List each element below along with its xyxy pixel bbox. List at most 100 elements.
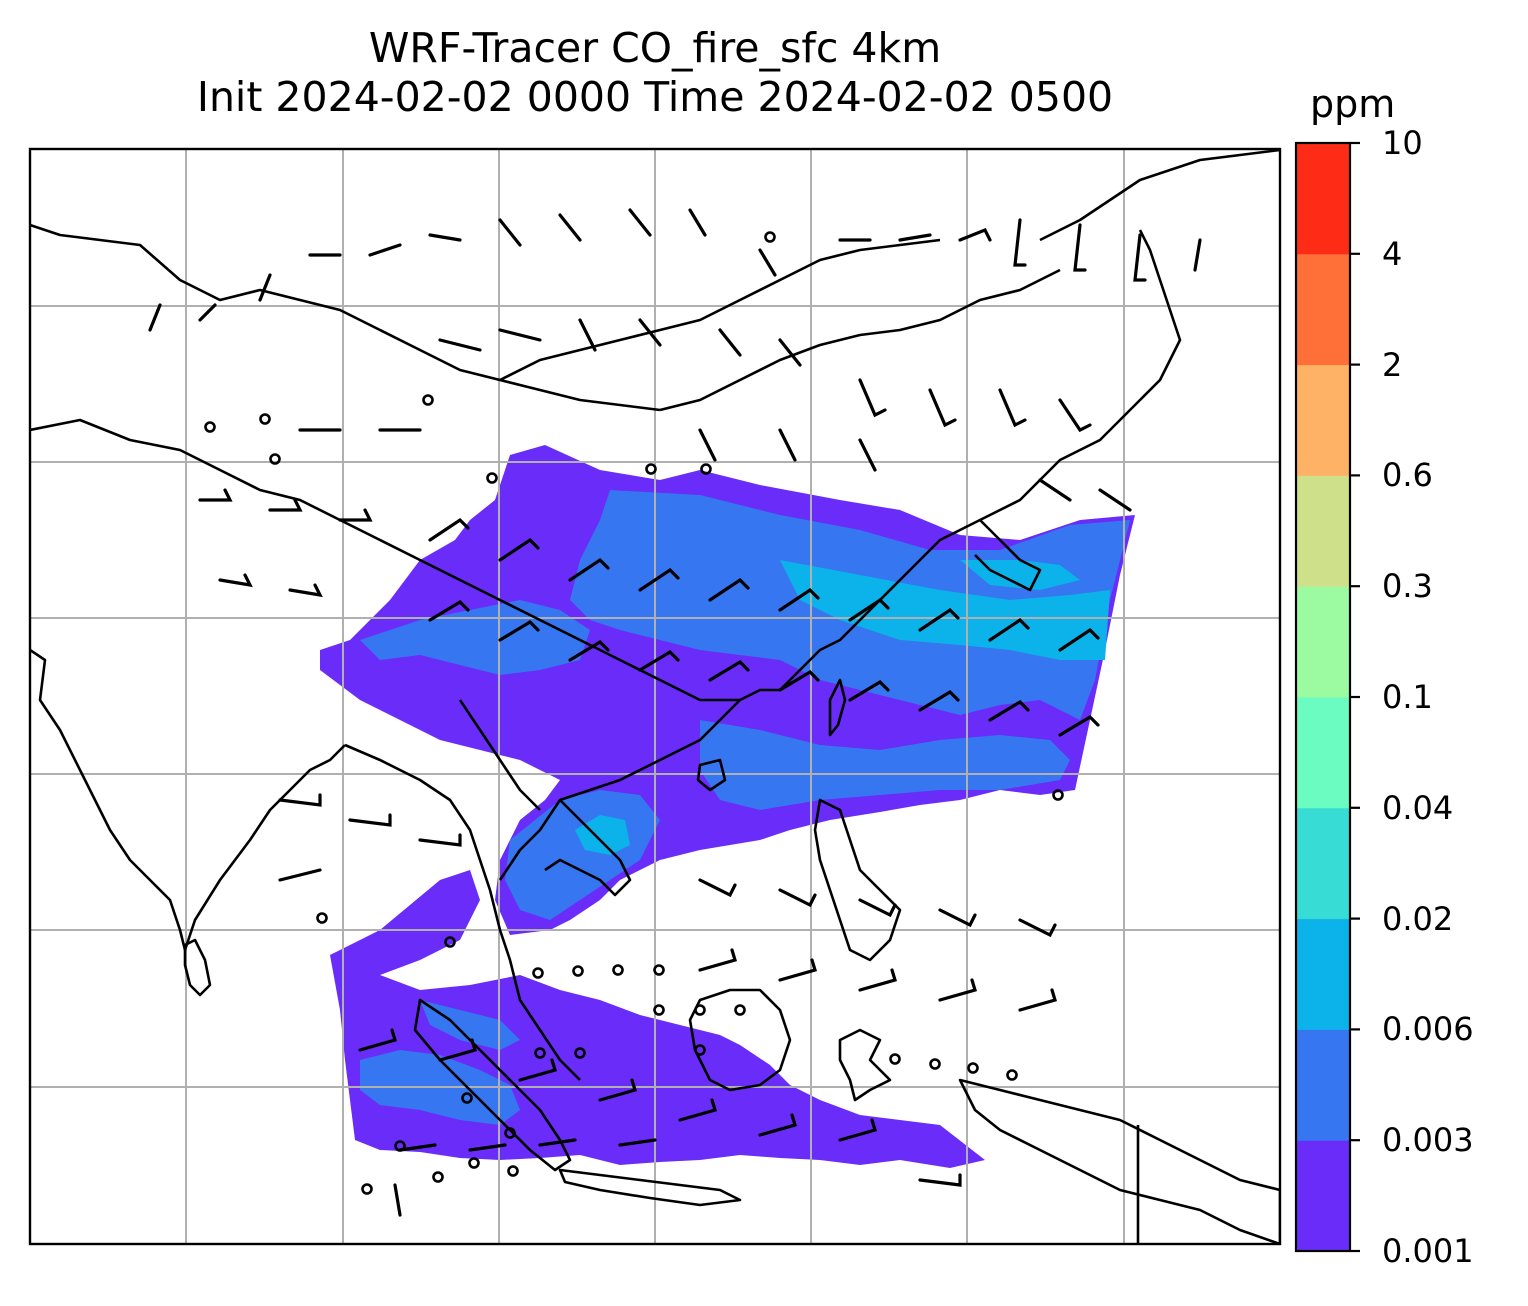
calm-marker (694, 1004, 706, 1016)
coastline-java (558, 1168, 742, 1207)
wind-barb (918, 607, 960, 632)
wind-barb (928, 388, 957, 428)
wind-barb (988, 617, 1030, 642)
wind-barb (578, 318, 597, 352)
wind-barb (698, 948, 737, 972)
map-frame (28, 147, 1282, 1246)
wind-barb (628, 208, 652, 237)
calm-marker (734, 1004, 746, 1016)
colorbar-segment (1296, 1029, 1350, 1141)
wind-barb (418, 833, 462, 847)
map-area (30, 149, 1280, 1244)
wind-barb (338, 508, 373, 522)
wind-barb (938, 908, 977, 928)
wind-barb (498, 328, 542, 342)
wind-barb (218, 573, 253, 588)
calm-marker (422, 394, 434, 406)
colorbar-tick-label: 0.1 (1382, 678, 1433, 716)
wind-barb (358, 1028, 397, 1052)
wind-barb (198, 488, 233, 502)
calm-marker (534, 1047, 546, 1059)
wind-barb (428, 233, 462, 242)
colorbar-tick-label: 2 (1382, 345, 1403, 384)
colorbar-segment (1296, 697, 1350, 809)
wind-barb (898, 233, 932, 242)
wind-barb (438, 338, 482, 352)
calm-marker (572, 965, 584, 977)
wind-barb (258, 273, 272, 302)
wind-barb (938, 978, 977, 1002)
colorbar-segment (1296, 143, 1350, 255)
wind-barb (148, 303, 162, 332)
figure-title: WRF-Tracer CO_fire_sfc 4km Init 2024-02-… (30, 24, 1280, 122)
wind-barb (1058, 627, 1100, 652)
coastline-sumatra (413, 998, 572, 1172)
wind-barb (498, 619, 540, 642)
colorbar-tick-label: 0.04 (1382, 788, 1454, 827)
colorbar-tick-label: 10 (1382, 124, 1423, 162)
wind-barb (1018, 918, 1057, 938)
wind-barb (278, 868, 322, 882)
coastline-india (30, 648, 346, 952)
plume-indochina-level3 (575, 815, 630, 855)
wind-barb (268, 498, 303, 512)
calm-marker (929, 1058, 941, 1070)
calm-marker (532, 967, 544, 979)
coastline-borneo (688, 988, 792, 1092)
calm-marker (645, 463, 657, 475)
calm-marker (612, 964, 624, 976)
coastline-hainan (696, 758, 727, 792)
wind-barb (1013, 218, 1027, 267)
calm-marker (889, 1053, 901, 1065)
colorbar-segment (1296, 364, 1350, 476)
wind-barb (778, 587, 820, 612)
wind-barb (858, 438, 877, 472)
wind-barb (1058, 398, 1092, 433)
calm-marker (507, 1165, 519, 1177)
plume-north-level3-b (960, 560, 1080, 590)
border-mongolia-north (499, 238, 941, 382)
wind-barb (778, 958, 817, 982)
gridlines (30, 149, 1280, 1244)
wind-barb (708, 577, 750, 602)
wind-barb (1058, 714, 1100, 737)
coastline-sulawesi (838, 1028, 892, 1102)
calm-marker (316, 912, 328, 924)
wind-barb (638, 567, 680, 592)
wind-barb (998, 388, 1027, 428)
wind-barb (498, 218, 522, 247)
calm-marker (653, 964, 665, 976)
wind-barb (718, 328, 742, 357)
wind-barb (468, 1143, 507, 1152)
coastline-taiwan (828, 678, 847, 737)
calm-marker (574, 1047, 586, 1059)
wind-barb (918, 1173, 962, 1187)
colorbar-segment (1296, 1140, 1350, 1252)
calm-marker (394, 1140, 406, 1152)
title-line-1: WRF-Tracer CO_fire_sfc 4km (368, 24, 942, 72)
calm-wind-markers (204, 231, 1064, 1195)
wind-barb (698, 428, 717, 462)
wind-barb (848, 597, 890, 622)
coastline-china (779, 229, 1182, 691)
wind-barb (538, 1138, 577, 1147)
wind-barbs (148, 208, 1202, 1217)
wind-barb (958, 227, 992, 242)
wind-barb (1193, 238, 1202, 272)
wind-barb (758, 248, 777, 277)
wind-barb (708, 659, 750, 682)
colorbar-segment (1296, 475, 1350, 587)
wind-barb (778, 669, 820, 692)
wind-barb (398, 1143, 437, 1152)
wind-barb (568, 557, 610, 582)
wind-barb (393, 1183, 402, 1217)
coastline-korea (974, 519, 1042, 592)
border-mongolia (659, 268, 1061, 412)
wind-barb (198, 303, 217, 322)
calm-marker (653, 1004, 665, 1016)
coastline-indochina (498, 688, 780, 881)
calm-marker (361, 1183, 373, 1195)
calm-marker (468, 1157, 480, 1169)
coastline-srilanka (183, 938, 212, 997)
